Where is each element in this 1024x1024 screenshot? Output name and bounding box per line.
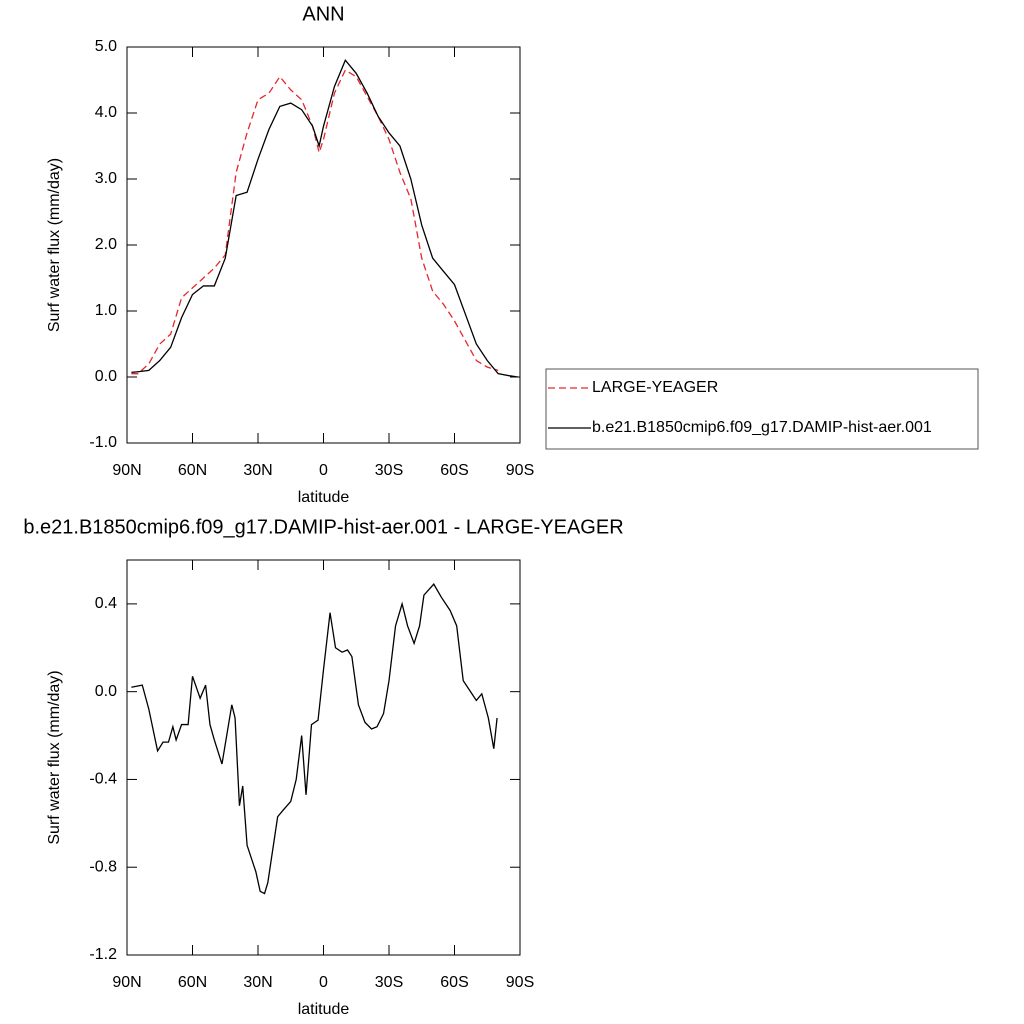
data-line — [131, 58, 518, 378]
y-tick-label: 0.4 — [95, 595, 117, 612]
x-tick-label: 60N — [178, 462, 207, 479]
y-tick-label: 2.0 — [95, 236, 117, 253]
y-tick-label: -0.8 — [89, 858, 117, 875]
plot-frame — [126, 46, 521, 444]
x-axis-label: latitude — [298, 1001, 350, 1018]
x-tick-label: 0 — [319, 462, 328, 479]
y-tick-label: 0.0 — [95, 368, 117, 385]
x-tick-label: 30N — [243, 462, 272, 479]
legend-label: LARGE-YEAGER — [592, 379, 718, 396]
y-tick-label: 5.0 — [95, 38, 117, 55]
x-tick-label: 90N — [112, 974, 141, 991]
y-tick-label: 0.0 — [95, 683, 117, 700]
data-line — [131, 583, 498, 895]
x-tick-label: 60N — [178, 974, 207, 991]
y-axis-label: Surf water flux (mm/day) — [46, 158, 63, 332]
y-axis-label: Surf water flux (mm/day) — [46, 670, 63, 844]
legend-box — [545, 368, 979, 450]
x-tick-label: 0 — [319, 974, 328, 991]
x-tick-label: 30S — [375, 974, 403, 991]
x-tick-label: 30S — [375, 462, 403, 479]
x-tick-label: 30N — [243, 974, 272, 991]
x-tick-label: 90S — [506, 462, 534, 479]
x-axis-label: latitude — [298, 489, 350, 506]
y-tick-label: -0.4 — [89, 771, 117, 788]
chart-title: b.e21.B1850cmip6.f09_g17.DAMIP-hist-aer.… — [23, 516, 623, 538]
legend-label: b.e21.B1850cmip6.f09_g17.DAMIP-hist-aer.… — [592, 419, 932, 436]
y-tick-label: 3.0 — [95, 170, 117, 187]
x-tick-label: 90S — [506, 974, 534, 991]
x-tick-label: 60S — [440, 462, 468, 479]
x-tick-label: 90N — [112, 462, 141, 479]
y-tick-label: 1.0 — [95, 302, 117, 319]
data-line — [131, 69, 499, 375]
chart-title: ANN — [302, 3, 344, 25]
plot-frame — [126, 559, 521, 956]
y-tick-label: 4.0 — [95, 104, 117, 121]
x-tick-label: 60S — [440, 974, 468, 991]
y-tick-label: -1.2 — [89, 946, 117, 963]
y-tick-label: -1.0 — [89, 434, 117, 451]
